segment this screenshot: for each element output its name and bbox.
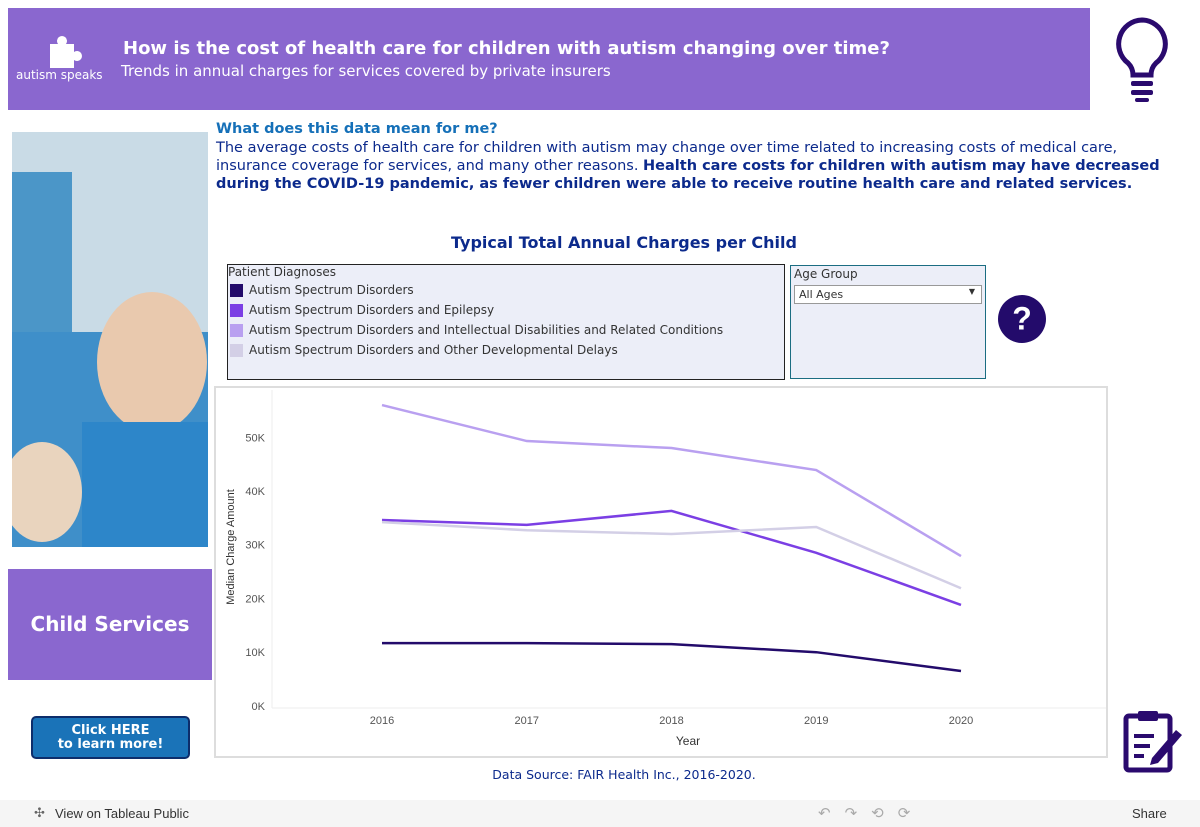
series-line xyxy=(381,509,962,607)
legend-swatch xyxy=(230,303,243,317)
legend-swatch xyxy=(230,323,243,337)
x-tick-label: 2017 xyxy=(515,715,539,727)
svg-text:?: ? xyxy=(1012,300,1032,336)
legend-label: Autism Spectrum Disorders xyxy=(249,283,414,297)
series-line xyxy=(381,520,962,590)
intro-text: The average costs of health care for chi… xyxy=(216,140,1118,174)
y-tick-label: 10K xyxy=(245,647,265,659)
section-box xyxy=(8,569,212,680)
legend-item[interactable]: Autism Spectrum Disorders xyxy=(230,283,414,297)
series-line xyxy=(381,403,962,558)
legend-item[interactable]: Autism Spectrum Disorders and Intellectu… xyxy=(230,323,723,337)
legend-item[interactable]: Autism Spectrum Disorders and Epilepsy xyxy=(230,303,494,317)
help-icon[interactable]: ? xyxy=(997,294,1047,344)
legend-label: Autism Spectrum Disorders and Other Deve… xyxy=(249,343,618,357)
toolbar: ✣ View on Tableau Public ↶↷⟲⟳ Share xyxy=(0,800,1200,827)
learn-more-button[interactable]: Click HERE to learn more! xyxy=(31,716,190,759)
x-axis-title: Year xyxy=(676,734,700,748)
share-button[interactable]: Share xyxy=(1132,806,1167,821)
lightbulb-icon xyxy=(1116,17,1168,102)
intro-bold: Health care costs for children with auti… xyxy=(216,158,1160,192)
legend-item[interactable]: Autism Spectrum Disorders and Other Deve… xyxy=(230,343,618,357)
x-tick-label: 2018 xyxy=(659,715,683,727)
legend-title: Patient Diagnoses xyxy=(228,265,336,279)
photo xyxy=(12,132,208,547)
logo-text: autism speaks xyxy=(16,68,103,82)
filter-dropdown[interactable]: All Ages ▼ xyxy=(794,285,982,304)
x-tick-label: 2020 xyxy=(949,715,973,727)
dropdown-arrow: ▼ xyxy=(968,287,975,296)
tableau-icon: ✣ xyxy=(34,805,45,820)
legend-label: Autism Spectrum Disorders and Intellectu… xyxy=(249,323,724,337)
chart: Median Charge Amount Year 0K 10K 20K 30K 40K… xyxy=(214,386,1108,758)
y-tick-label: 0K xyxy=(252,701,266,713)
subtitle: Trends in annual charges for services co… xyxy=(121,62,611,80)
source: Data Source: FAIR Health Inc., 2016-2020… xyxy=(492,767,756,782)
view-link[interactable]: View on Tableau Public xyxy=(55,806,189,821)
y-tick-label: 30K xyxy=(245,540,265,552)
intro-heading: What does this data mean for me? xyxy=(216,121,498,137)
legend-swatch xyxy=(230,283,243,297)
clipboard-icon xyxy=(1123,711,1182,773)
legend-label: Autism Spectrum Disorders and Epilepsy xyxy=(249,303,495,317)
series-line xyxy=(382,641,962,673)
button-line1: Click HERE xyxy=(71,723,150,738)
legend-swatch xyxy=(230,343,243,357)
y-tick-label: 40K xyxy=(245,486,265,498)
title: How is the cost of health care for child… xyxy=(123,38,890,59)
y-axis-title: Median Charge Amount xyxy=(225,489,237,605)
button-line2: to learn more! xyxy=(57,737,164,752)
chart-frame xyxy=(214,386,1108,758)
filter-value: All Ages xyxy=(799,288,844,301)
section-title: Child Services xyxy=(30,612,190,636)
y-tick-label: 50K xyxy=(245,432,265,444)
toolbar-icons: ↶↷⟲⟳ xyxy=(818,805,925,822)
intro: The average costs of health care for chi… xyxy=(216,139,1186,193)
legend: Patient Diagnoses Autism Spectrum Disord… xyxy=(227,264,785,380)
header: autism speaks How is the cost of health … xyxy=(8,8,1090,110)
x-tick-label: 2019 xyxy=(804,715,828,727)
chart-title: Typical Total Annual Charges per Child xyxy=(451,233,797,252)
x-tick-label: 2016 xyxy=(370,715,394,727)
filter: Age Group All Ages ▼ xyxy=(790,265,986,379)
logo-icon xyxy=(50,36,82,68)
filter-label: Age Group xyxy=(794,267,858,281)
y-tick-label: 20K xyxy=(245,593,265,605)
